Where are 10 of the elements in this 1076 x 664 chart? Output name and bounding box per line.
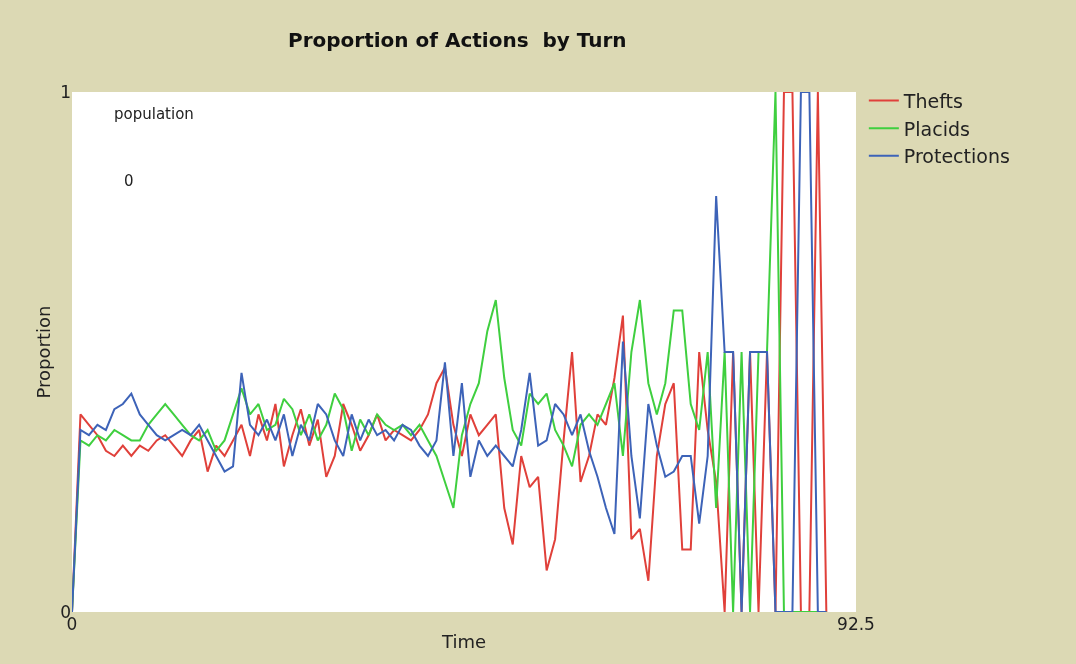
annotation: 0 (124, 172, 134, 190)
legend-label: Placids (903, 117, 970, 140)
chart-title: Proportion of Actions by Turn (288, 27, 627, 52)
x-axis-title: Time (440, 631, 487, 653)
y-axis-title: Proportion (33, 305, 55, 399)
y-tick-label: 1 (60, 81, 71, 102)
annotation: population (114, 105, 194, 123)
legend-label: Protections (903, 145, 1010, 168)
x-tick-label: 92.5 (837, 614, 875, 634)
legend-label: Thefts (902, 89, 963, 112)
